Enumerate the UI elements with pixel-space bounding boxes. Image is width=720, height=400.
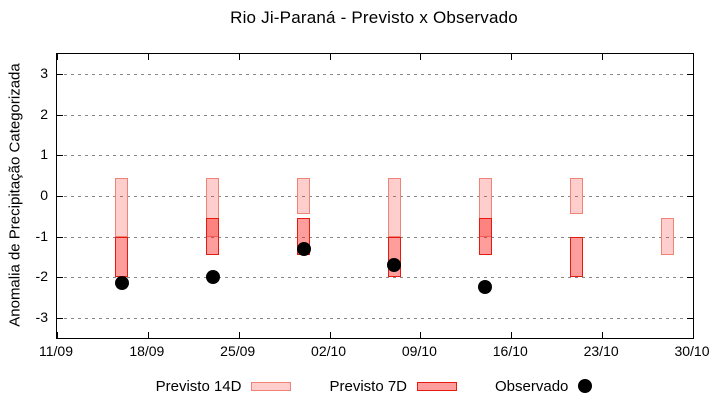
- y-tick-mark: [687, 196, 693, 197]
- x-tick-mark: [511, 332, 513, 338]
- grid-line: [57, 155, 693, 157]
- y-tick-label: -3: [35, 308, 48, 325]
- x-tick-mark: [57, 54, 58, 60]
- x-tick-mark: [329, 54, 331, 60]
- previsto-14d-swatch-icon: [251, 381, 292, 391]
- x-tick-mark: [511, 54, 513, 60]
- grid-line: [57, 74, 693, 76]
- y-tick-label: -1: [35, 227, 48, 244]
- x-tick-mark: [602, 332, 604, 338]
- x-tick-label: 23/10: [583, 343, 619, 359]
- observado-dot: [205, 270, 220, 285]
- y-tick-mark: [57, 236, 63, 238]
- grid-line: [57, 196, 693, 197]
- x-tick-mark: [693, 54, 694, 60]
- previsto-14d-bar: [660, 218, 674, 255]
- x-tick-mark: [57, 332, 58, 338]
- legend-label-previsto-7d: Previsto 7D: [329, 377, 408, 395]
- x-tick-mark: [693, 332, 694, 338]
- y-tick-label: 2: [40, 105, 48, 122]
- previsto-7d-bar: [206, 218, 220, 255]
- x-tick-mark: [147, 54, 149, 60]
- previsto-14d-bar: [115, 177, 129, 237]
- observado-dot: [114, 276, 129, 291]
- y-tick-label: 0: [40, 187, 48, 203]
- y-tick-mark: [57, 277, 63, 279]
- previsto-14d-bar: [206, 177, 220, 237]
- previsto-14d-bar: [387, 177, 401, 237]
- legend-item-observado: Observado: [495, 377, 593, 395]
- previsto-14d-bar: [297, 177, 311, 215]
- x-tick-mark: [420, 332, 422, 338]
- previsto-14d-bar: [478, 177, 492, 237]
- grid-line: [57, 114, 693, 116]
- x-tick-mark: [602, 54, 604, 60]
- previsto-7d-bar: [115, 236, 129, 278]
- y-tick-label: 1: [40, 146, 48, 163]
- legend-item-previsto-14d: Previsto 14D: [156, 378, 292, 395]
- previsto-7d-bar: [478, 218, 492, 255]
- observado-dot: [387, 257, 402, 272]
- y-tick-label: -2: [35, 268, 48, 285]
- x-tick-label: 02/10: [311, 343, 347, 359]
- y-tick-mark: [57, 155, 63, 157]
- plot-area: [56, 53, 694, 339]
- y-tick-mark: [687, 236, 693, 238]
- legend-label-previsto-14d: Previsto 14D: [155, 377, 242, 395]
- x-tick-mark: [147, 332, 149, 338]
- grid-line: [57, 236, 693, 238]
- x-tick-mark: [238, 332, 240, 338]
- y-tick-mark: [687, 277, 693, 279]
- x-tick-label: 25/09: [220, 343, 256, 359]
- x-tick-label: 09/10: [401, 343, 437, 359]
- previsto-7d-bar: [569, 236, 583, 278]
- legend-item-previsto-7d: Previsto 7D: [329, 377, 458, 395]
- observado-dot: [296, 241, 311, 256]
- y-tick-mark: [687, 74, 693, 76]
- y-tick-mark: [687, 317, 693, 319]
- y-tick-mark: [57, 114, 63, 116]
- observado-dot-icon: [578, 379, 593, 393]
- previsto-14d-bar: [569, 177, 583, 215]
- grid-line: [57, 277, 693, 279]
- chart-title: Rio Ji-Paraná - Previsto x Observado: [230, 8, 518, 27]
- previsto-7d-swatch-icon: [417, 381, 458, 391]
- x-tick-mark: [329, 332, 331, 338]
- y-tick-mark: [57, 196, 63, 197]
- x-tick-mark: [238, 54, 240, 60]
- legend: Previsto 14D Previsto 7D Observado: [56, 376, 692, 396]
- y-tick-label: 3: [40, 65, 48, 82]
- grid-line: [57, 317, 693, 319]
- x-tick-label: 11/09: [39, 343, 73, 359]
- y-tick-mark: [57, 317, 63, 319]
- x-tick-mark: [420, 54, 422, 60]
- observado-dot: [478, 280, 493, 295]
- legend-label-observado: Observado: [495, 377, 569, 395]
- x-tick-label: 30/10: [674, 343, 710, 359]
- y-tick-mark: [687, 114, 693, 116]
- x-tick-label: 18/09: [129, 343, 165, 359]
- x-tick-label: 16/10: [492, 343, 528, 359]
- y-tick-mark: [687, 155, 693, 157]
- y-tick-mark: [57, 74, 63, 76]
